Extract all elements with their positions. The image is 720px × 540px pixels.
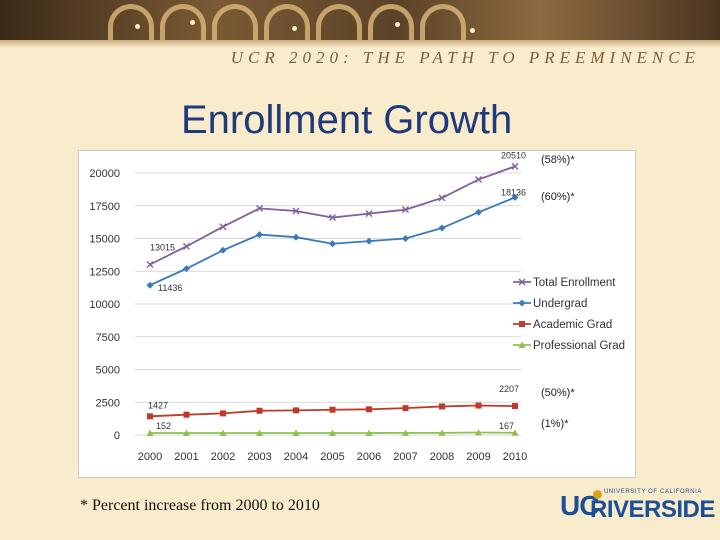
- data-point: [439, 403, 445, 410]
- data-point: [329, 214, 336, 222]
- data-point: [292, 429, 300, 437]
- data-point: [146, 261, 154, 268]
- y-tick-label: 12500: [89, 266, 120, 278]
- x-tick-label: 2008: [430, 451, 454, 463]
- legend-marker: [518, 341, 526, 348]
- y-tick-label: 15000: [89, 234, 120, 246]
- data-point: [146, 429, 154, 437]
- logo-seal-icon: [593, 490, 602, 499]
- data-point: [219, 223, 227, 231]
- data-point: [475, 429, 482, 436]
- data-point: [293, 407, 299, 414]
- x-tick-label: 2005: [320, 451, 344, 463]
- x-tick-label: 2010: [503, 451, 527, 463]
- data-point: [219, 246, 227, 254]
- x-tick-label: 2006: [357, 451, 381, 463]
- data-point: [512, 403, 518, 410]
- data-point: [147, 413, 153, 420]
- campus-banner-photo: [0, 0, 720, 40]
- y-tick-label: 2500: [96, 397, 120, 409]
- data-point: [220, 410, 226, 417]
- data-point: [219, 429, 227, 437]
- data-point: [402, 235, 409, 242]
- series-line-0: [149, 165, 516, 266]
- legend-label: Professional Grad: [533, 340, 625, 352]
- data-point: [256, 231, 263, 239]
- y-tick-label: 20000: [89, 168, 120, 180]
- x-tick-label: 2003: [247, 451, 271, 463]
- y-tick-label: 5000: [96, 365, 120, 377]
- x-tick-label: 2004: [284, 451, 308, 463]
- enrollment-chart: 0 2500 5000 7500 10000 12500 15000 17500 20000 20…: [78, 150, 636, 478]
- x-tick-label: 2009: [466, 451, 490, 463]
- data-label: 152: [156, 421, 171, 431]
- percent-undergrad: (60%)*: [541, 191, 575, 203]
- data-label: 167: [499, 421, 514, 431]
- legend-label: Total Enrollment: [533, 277, 616, 289]
- data-point: [475, 208, 482, 216]
- data-point: [402, 206, 409, 214]
- y-tick-label: 17500: [89, 201, 120, 213]
- data-point: [329, 429, 336, 437]
- data-point: [402, 429, 409, 436]
- tagline: UCR 2020: THE PATH TO PREEMINENCE: [230, 48, 700, 67]
- y-tick-label: 10000: [89, 299, 120, 311]
- data-point: [183, 411, 190, 418]
- data-label: 18136: [501, 187, 526, 197]
- data-point: [366, 406, 372, 413]
- data-point: [365, 429, 373, 436]
- legend-label: Academic Grad: [533, 319, 612, 331]
- x-tick-label: 2002: [211, 451, 235, 463]
- slide-title: Enrollment Growth: [181, 98, 513, 142]
- y-tick-label: 7500: [96, 332, 120, 344]
- percent-academic-grad: (50%)*: [541, 387, 575, 399]
- data-point: [292, 233, 300, 241]
- data-point: [256, 204, 263, 212]
- data-label: 11436: [158, 283, 182, 293]
- data-point: [365, 210, 373, 218]
- data-point: [511, 193, 519, 201]
- data-point: [438, 429, 446, 436]
- logo-uc: UC: [560, 490, 599, 521]
- y-tick-label: 0: [114, 430, 120, 442]
- data-label: 20510: [501, 151, 526, 160]
- data-point: [402, 405, 409, 412]
- data-label: 2207: [499, 384, 519, 394]
- data-point: [183, 265, 190, 273]
- data-point: [438, 194, 446, 202]
- x-tick-label: 2001: [174, 451, 198, 463]
- logo-riverside: RIVERSIDE: [590, 496, 715, 523]
- logo-university: UNIVERSITY OF CALIFORNIA: [604, 489, 702, 495]
- chart-canvas: 0 2500 5000 7500 10000 12500 15000 17500 20000 20…: [89, 151, 625, 463]
- data-point: [256, 407, 263, 414]
- data-point: [365, 237, 373, 245]
- data-point: [475, 402, 482, 409]
- data-point: [511, 162, 519, 170]
- ucr-logo: UC RIVERSIDE UNIVERSITY OF CALIFORNIA: [560, 489, 715, 523]
- data-point: [146, 281, 154, 289]
- legend-marker: [519, 321, 525, 327]
- banner-fade: [0, 40, 720, 48]
- data-point: [183, 429, 190, 437]
- x-tick-label: 2007: [393, 451, 417, 463]
- data-point: [475, 176, 482, 184]
- data-point: [329, 240, 336, 248]
- footnote: * Percent increase from 2000 to 2010: [80, 497, 320, 514]
- data-point: [329, 406, 336, 413]
- data-point: [438, 224, 446, 232]
- data-point: [256, 429, 263, 436]
- data-label: 13015: [150, 243, 175, 253]
- data-point: [183, 242, 190, 250]
- x-tick-label: 2000: [138, 451, 162, 463]
- percent-professional-grad: (1%)*: [541, 418, 569, 430]
- legend-marker: [518, 278, 526, 286]
- legend-label: Undergrad: [533, 298, 587, 310]
- percent-total: (58%)*: [541, 154, 575, 166]
- data-point: [511, 429, 519, 436]
- data-label: 1427: [148, 400, 168, 410]
- data-point: [292, 207, 300, 215]
- legend-marker: [518, 299, 526, 307]
